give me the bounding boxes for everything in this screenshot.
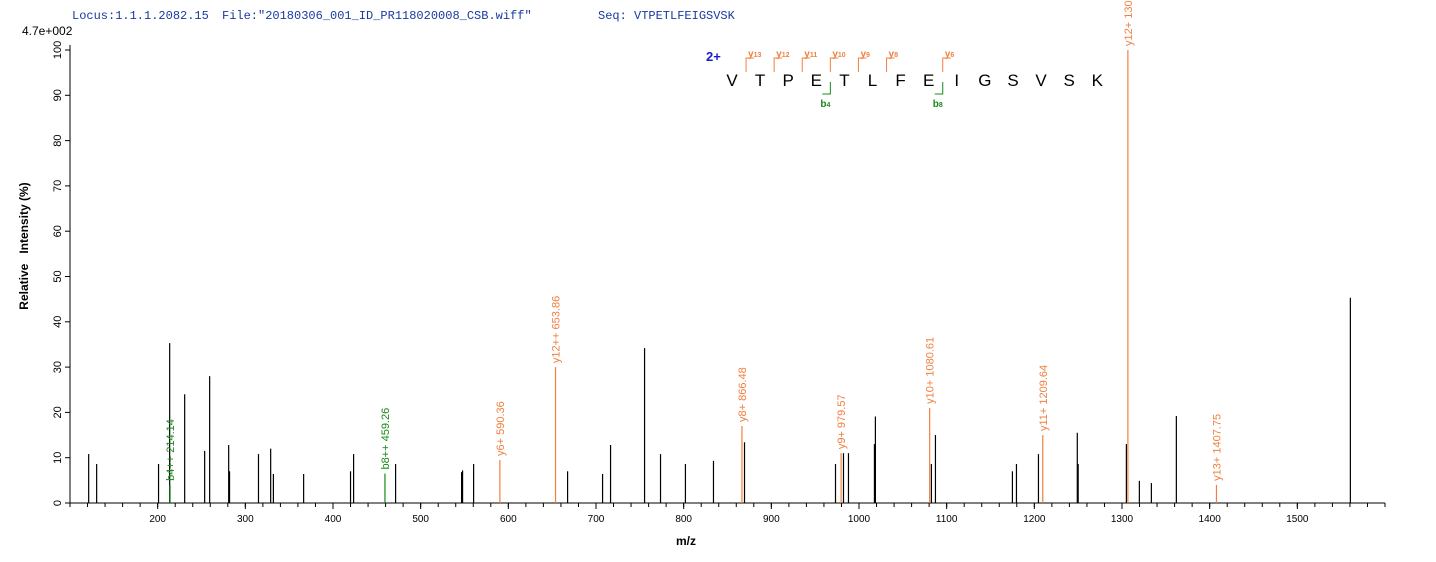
y-tick-label: 80 — [52, 134, 64, 146]
y-tick-label: 50 — [52, 270, 64, 282]
y-ion-number: 8 — [894, 52, 898, 59]
x-tick-label: 400 — [325, 514, 342, 525]
b-ion-letter: b — [820, 99, 826, 110]
y-ion-letter: y — [945, 49, 951, 60]
residue: V — [1035, 71, 1047, 90]
residue: K — [1092, 71, 1104, 90]
y-tick-label: 100 — [52, 41, 64, 59]
b-ion-number: 4 — [826, 102, 830, 109]
residue: F — [895, 71, 905, 90]
x-tick-label: 1100 — [936, 514, 958, 525]
x-tick-label: 1400 — [1199, 514, 1222, 525]
y-ion-letter: y — [832, 49, 838, 60]
y-ion-letter: y — [889, 49, 895, 60]
y-ion-label: y6 — [945, 49, 955, 60]
residue: S — [1007, 71, 1018, 90]
y-tick-label: 60 — [52, 225, 64, 237]
peak-label: y9+ 979.57 — [836, 394, 848, 449]
residue: I — [954, 71, 959, 90]
y-axis-label: Relative Intensity (%) — [17, 182, 31, 309]
y-tick-label: 10 — [52, 452, 64, 464]
y-ion-label: y13 — [748, 49, 761, 60]
y-ion-bracket — [886, 57, 895, 72]
file: File:"20180306_001_ID_PR118020008_CSB.wi… — [222, 9, 532, 23]
y-ion-bracket — [773, 57, 783, 72]
y-ion-letter: y — [748, 49, 754, 60]
b-ion-letter: b — [933, 99, 939, 110]
x-tick-label: 500 — [412, 514, 429, 525]
peak-label: y12+ 1306.71 — [1123, 0, 1135, 46]
residue: T — [839, 71, 849, 90]
residue: T — [755, 71, 765, 90]
y-ion-label: y11 — [804, 49, 817, 60]
b-ion-label: b8 — [933, 99, 943, 110]
peak-label: y11+ 1209.64 — [1038, 365, 1050, 431]
y-ion-bracket — [942, 57, 951, 72]
locus: Locus:1.1.1.2082.15 — [72, 9, 209, 23]
sequence-header: Seq: VTPETLFEIGSVSK — [598, 9, 736, 23]
b-ion-number: 8 — [939, 102, 943, 109]
peak-label: y6+ 590.36 — [495, 401, 507, 456]
y-ion-letter: y — [804, 49, 810, 60]
y-tick-label: 40 — [52, 316, 64, 328]
peak-label: y12++ 653.86 — [551, 296, 563, 363]
x-tick-label: 1500 — [1286, 514, 1309, 525]
x-tick-label: 900 — [763, 514, 780, 525]
y-tick-label: 70 — [52, 180, 64, 192]
y-ion-label: y8 — [889, 49, 899, 60]
y-tick-label: 30 — [52, 361, 64, 373]
y-ion-number: 11 — [810, 52, 818, 59]
b-ion-bracket — [934, 82, 944, 95]
residue: S — [1064, 71, 1075, 90]
y-ion-bracket — [801, 57, 811, 72]
residue: V — [726, 71, 738, 90]
peak-label: y10+ 1080.61 — [925, 337, 937, 404]
x-tick-label: 300 — [237, 514, 254, 525]
y-ion-letter: y — [860, 49, 866, 60]
residue: L — [868, 71, 877, 90]
y-ion-label: y10 — [832, 49, 845, 60]
y-ion-number: 6 — [950, 52, 954, 59]
y-ion-bracket — [745, 57, 755, 72]
x-tick-label: 1000 — [848, 514, 871, 525]
x-tick-label: 1300 — [1111, 514, 1134, 525]
peak-label: y13+ 1407.75 — [1211, 414, 1223, 481]
y-ion-letter: y — [776, 49, 782, 60]
y-tick-label: 20 — [52, 406, 64, 418]
y-ion-number: 10 — [838, 52, 846, 59]
y-tick-label: 0 — [52, 500, 64, 506]
x-tick-label: 700 — [588, 514, 605, 525]
y-tick-label: 90 — [52, 89, 64, 101]
x-tick-label: 1200 — [1023, 514, 1046, 525]
y-ion-bracket — [829, 57, 839, 72]
peak-label: b4++ 214.14 — [165, 419, 177, 481]
y-ion-label: y9 — [860, 49, 870, 60]
charge: 2+ — [706, 49, 721, 64]
x-tick-label: 800 — [675, 514, 692, 525]
peak-label: y8+ 866.48 — [737, 367, 749, 422]
b-ion-label: b4 — [820, 99, 830, 110]
residue: E — [923, 71, 934, 90]
y-ion-bracket — [857, 57, 867, 72]
x-tick-label: 600 — [500, 514, 517, 525]
residue: P — [783, 71, 794, 90]
y-ion-number: 13 — [754, 52, 762, 59]
peak-label: b8++ 459.26 — [380, 408, 392, 470]
residue: E — [811, 71, 822, 90]
residue: G — [978, 71, 991, 90]
y-ion-number: 12 — [782, 52, 790, 59]
y-ion-number: 9 — [866, 52, 870, 59]
b-ion-bracket — [822, 82, 831, 95]
x-axis-label: m/z — [676, 534, 696, 548]
x-tick-label: 200 — [149, 514, 166, 525]
y-ion-label: y12 — [776, 49, 789, 60]
scale-label: 4.7e+002 — [22, 24, 73, 38]
